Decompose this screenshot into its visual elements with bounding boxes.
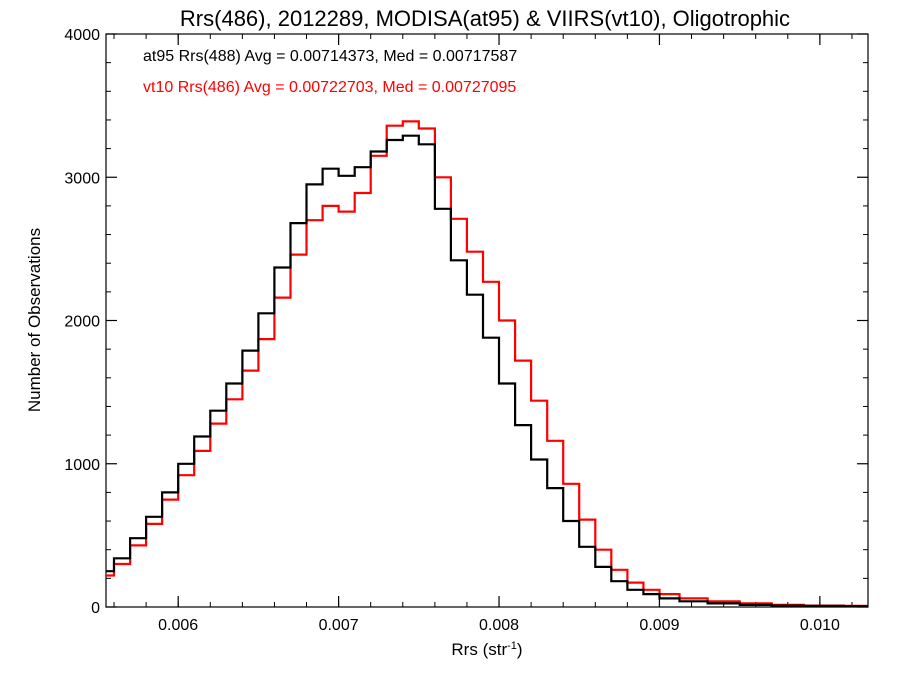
x-axis-label-superscript: -1 <box>507 640 517 652</box>
x-tick-label: 0.008 <box>479 617 519 634</box>
x-tick-label: 0.010 <box>800 617 840 634</box>
chart-title: Rrs(486), 2012289, MODISA(at95) & VIIRS(… <box>180 6 790 31</box>
legend-entry-at95: at95 Rrs(488) Avg = 0.00714373, Med = 0.… <box>143 48 517 65</box>
y-tick-label: 1000 <box>64 457 100 474</box>
series-line-vt10 <box>106 120 868 607</box>
plot-frame <box>105 33 869 608</box>
x-axis-label: Rrs (str-1) <box>451 640 522 659</box>
y-tick-label: 4000 <box>64 27 100 44</box>
axis-ticks: 0.006 0.007 0.008 0.009 0.010 0 1000 2000 3000 40… <box>64 27 868 634</box>
y-tick-label: 0 <box>91 600 100 617</box>
y-axis-label: Number of Observations <box>25 228 44 412</box>
x-axis-label-main: Rrs (str <box>451 640 507 659</box>
y-tick-label: 3000 <box>64 170 100 187</box>
x-tick-label: 0.009 <box>639 617 679 634</box>
legend-entry-vt10: vt10 Rrs(486) Avg = 0.00722703, Med = 0.… <box>143 79 516 96</box>
x-tick-label: 0.006 <box>158 617 198 634</box>
series-line-at95 <box>106 134 868 608</box>
x-tick-label: 0.007 <box>319 617 359 634</box>
x-axis-label-close: ) <box>517 640 523 659</box>
series-layer <box>106 120 868 608</box>
y-tick-label: 2000 <box>64 314 100 331</box>
